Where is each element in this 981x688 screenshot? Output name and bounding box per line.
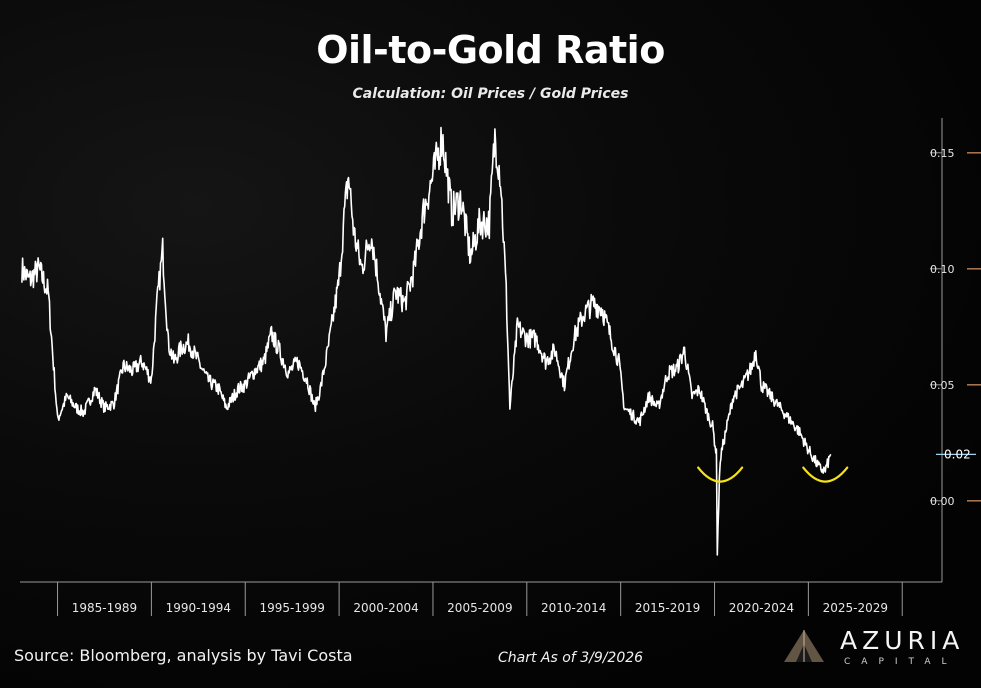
brand-name: AZURIA — [840, 626, 965, 655]
highlight-arc — [802, 466, 849, 483]
x-tick-label: 1985-1989 — [72, 601, 137, 615]
highlight-layer — [697, 466, 849, 483]
x-tick-label: 1990-1994 — [166, 601, 231, 615]
chart-title: Oil-to-Gold Ratio — [316, 28, 665, 72]
x-tick-label: 2020-2024 — [729, 601, 794, 615]
x-tick-label: 2025-2029 — [823, 601, 888, 615]
y-tick-label: 0.15 — [930, 147, 955, 160]
axis-layer: 0.15 0.10 0.05 0.00 1985-1989 1990-1994 1995-1… — [20, 118, 981, 616]
as-of-date: Chart As of 3/9/2026 — [498, 650, 644, 666]
brand-logo-block: AZURIA CAPITAL — [778, 624, 978, 674]
y-tick-label: 0.10 — [930, 263, 955, 276]
y-tick-label: 0.05 — [930, 379, 955, 392]
chart-subtitle: Calculation: Oil Prices / Gold Prices — [352, 86, 629, 102]
brand-mountain-icon — [784, 630, 824, 662]
last-value-label: 0.02 — [944, 447, 971, 461]
x-tick-label: 2010-2014 — [541, 601, 606, 615]
highlight-arc — [697, 466, 744, 483]
series-layer — [21, 126, 832, 556]
x-tick-label: 2005-2009 — [447, 601, 512, 615]
brand-subtitle: CAPITAL — [844, 657, 958, 667]
x-tick-label: 1995-1999 — [259, 601, 324, 615]
ratio-series-line — [21, 126, 832, 556]
x-tick-label: 2015-2019 — [635, 601, 700, 615]
source-note: Source: Bloomberg, analysis by Tavi Cost… — [14, 646, 353, 665]
y-tick-label: 0.00 — [930, 495, 955, 508]
x-tick-label: 2000-2004 — [353, 601, 418, 615]
